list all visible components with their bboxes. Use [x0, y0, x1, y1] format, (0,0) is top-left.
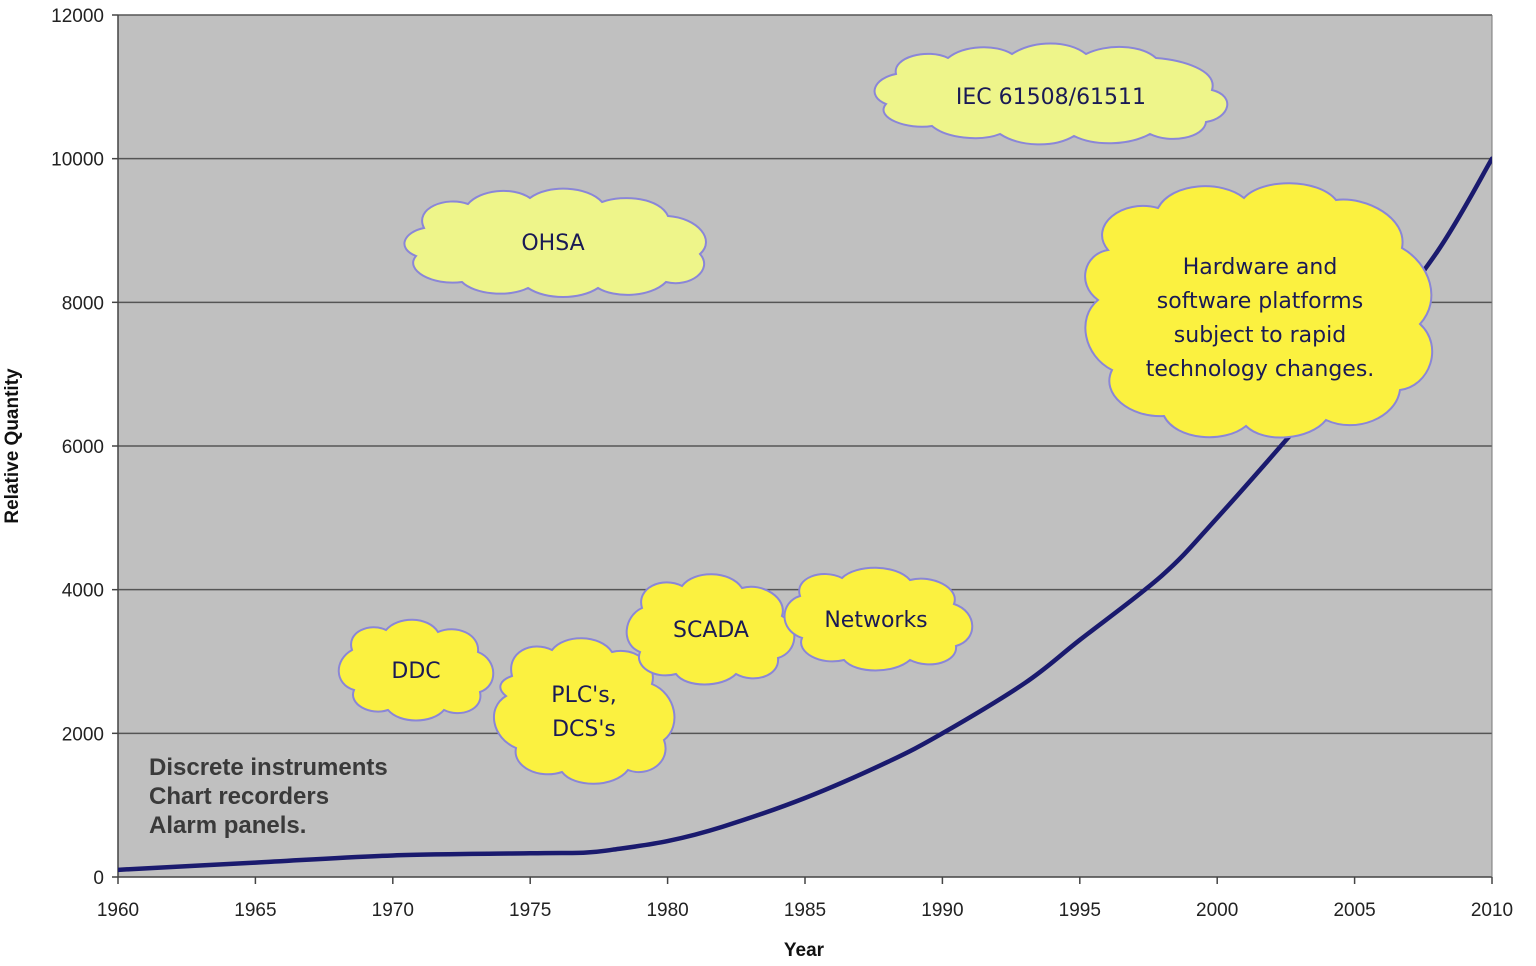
x-tick-label: 1980 [646, 900, 688, 921]
y-tick-label: 8000 [62, 293, 104, 314]
y-tick-label: 0 [93, 868, 104, 889]
x-tick-label: 1985 [784, 900, 826, 921]
cloud-hardware: Hardware and software platforms subject … [1084, 182, 1434, 439]
cloud-scada-shape [625, 573, 796, 686]
annotation-hardware-line-1: Hardware and [1183, 255, 1338, 280]
x-tick-label: 1995 [1059, 900, 1101, 921]
cloud-scada: SCADA [625, 573, 796, 686]
x-tick-label: 1970 [372, 900, 414, 921]
annotation-hardware-line-2: software platforms [1157, 289, 1363, 314]
cloud-iec-shape [873, 42, 1229, 146]
annotation-plc-line-2: DCS's [552, 717, 616, 742]
cloud-ohsa: OHSA [403, 187, 707, 298]
y-tick-label: 6000 [62, 437, 104, 458]
annotation-ddc: DDC [391, 659, 440, 684]
cloud-networks: Networks [783, 566, 974, 672]
x-tick-label: 1975 [509, 900, 551, 921]
x-tick-label: 2005 [1333, 900, 1375, 921]
x-tick-label: 2010 [1471, 900, 1513, 921]
cloud-ohsa-shape [403, 187, 707, 298]
cloud-plc-shape [493, 637, 676, 785]
cloud-ddc: DDC [337, 618, 495, 722]
x-tick-label: 1960 [97, 900, 139, 921]
cloud-hardware-shape [1084, 182, 1434, 439]
x-tick-label: 2000 [1196, 900, 1238, 921]
note-line-1: Discrete instruments [149, 754, 388, 781]
annotation-scada: SCADA [673, 618, 749, 643]
note-line-3: Alarm panels. [149, 812, 306, 839]
y-tick-label: 2000 [62, 724, 104, 745]
annotation-hardware-line-4: technology changes. [1146, 357, 1375, 382]
cloud-iec: IEC 61508/61511 [873, 42, 1229, 146]
y-tick-label: 12000 [51, 6, 104, 27]
y-axis-title: Relative Quantity [2, 368, 23, 524]
annotation-plc-line-1: PLC's, [551, 683, 616, 708]
y-tick-labels: 0 2000 4000 6000 8000 10000 12000 [51, 6, 104, 889]
annotation-networks: Networks [824, 608, 927, 633]
x-tick-labels: 1960 1965 1970 1975 1980 1985 1990 1995 2000 2005… [97, 900, 1513, 921]
cloud-plc: PLC's, DCS's [493, 637, 676, 785]
x-axis-title: Year [784, 940, 825, 961]
annotation-iec: IEC 61508/61511 [956, 85, 1146, 110]
annotation-hardware-line-3: subject to rapid [1174, 323, 1346, 348]
cloud-ddc-shape [337, 618, 495, 722]
x-tick-label: 1990 [921, 900, 963, 921]
y-tick-label: 10000 [51, 150, 104, 171]
cloud-networks-shape [783, 566, 974, 672]
x-tick-label: 1965 [234, 900, 276, 921]
y-tick-label: 4000 [62, 581, 104, 602]
note-line-2: Chart recorders [149, 783, 329, 810]
annotation-ohsa: OHSA [521, 231, 584, 256]
